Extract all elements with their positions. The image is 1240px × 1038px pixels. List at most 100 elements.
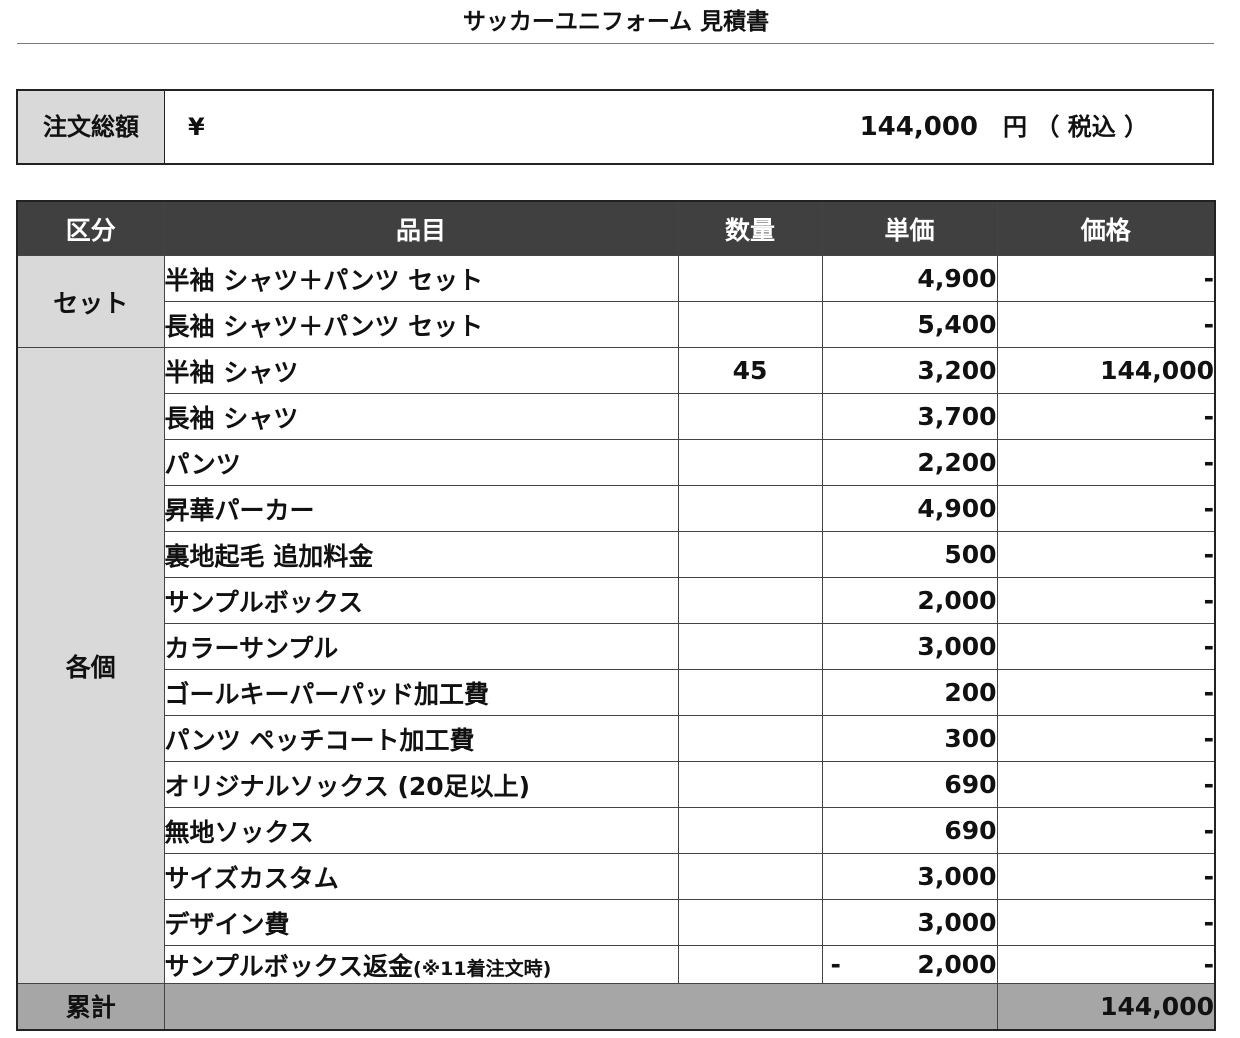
table-row: カラーサンプル 3,000 - <box>17 623 1216 670</box>
unit-price-cell: 3,700 <box>821 393 998 440</box>
qty-cell[interactable] <box>677 853 823 900</box>
summary-total: 144,000 <box>996 983 1216 1030</box>
item-name: パンツ <box>163 439 679 486</box>
category-individual: 各個 <box>16 347 165 984</box>
qty-cell[interactable] <box>677 669 823 716</box>
header-price: 価格 <box>996 200 1216 256</box>
item-name: ゴールキーパーパッド加工費 <box>163 669 679 716</box>
price-cell: - <box>996 439 1216 486</box>
item-name: 長袖 シャツ <box>163 393 679 440</box>
table-row: ゴールキーパーパッド加工費 200 - <box>17 669 1216 716</box>
item-name: サンプルボックス返金(※11着注文時) <box>163 945 679 984</box>
table-row: 各個 半袖 シャツ 45 3,200 144,000 <box>16 347 1216 984</box>
table-row: 昇華パーカー 4,900 - <box>17 485 1216 532</box>
order-total-box: 注文総額 ¥ 144,000 円 （ 税込 ） <box>16 89 1214 165</box>
category-set: セット <box>16 255 165 348</box>
qty-cell[interactable] <box>677 301 823 348</box>
table-row: パンツ 2,200 - <box>17 439 1216 486</box>
table-row: セット 半袖 シャツ＋パンツ セット 4,900 - <box>16 255 1216 348</box>
item-name: カラーサンプル <box>163 623 679 670</box>
price-cell: - <box>996 945 1216 984</box>
qty-cell[interactable] <box>677 577 823 624</box>
unit-price-cell: 3,000 <box>821 853 998 900</box>
price-cell: - <box>996 301 1216 348</box>
unit-price-cell: 3,200 <box>821 347 998 394</box>
price-cell: - <box>996 761 1216 808</box>
qty-cell[interactable] <box>677 899 823 946</box>
item-name: パンツ ペッチコート加工費 <box>163 715 679 762</box>
header-category: 区分 <box>16 200 165 256</box>
unit-price-cell: 5,400 <box>821 301 998 348</box>
price-cell: - <box>996 577 1216 624</box>
price-cell: - <box>996 485 1216 532</box>
header-item: 品目 <box>163 200 679 256</box>
price-cell: - <box>996 807 1216 854</box>
title-divider <box>17 43 1214 44</box>
qty-cell[interactable] <box>677 485 823 532</box>
qty-cell[interactable] <box>677 945 823 984</box>
unit-price-cell: 3,000 <box>821 623 998 670</box>
item-name: 長袖 シャツ＋パンツ セット <box>163 301 679 348</box>
unit-price-cell: - 2,000 <box>821 945 998 984</box>
qty-cell[interactable] <box>677 623 823 670</box>
summary-row: 累計 144,000 <box>16 983 1216 1030</box>
table-row: サンプルボックス返金(※11着注文時) -2,000 - <box>17 945 1216 984</box>
item-name: 半袖 シャツ <box>163 347 679 394</box>
qty-cell[interactable]: 45 <box>677 347 823 394</box>
unit-price-cell: 690 <box>821 807 998 854</box>
table-header-row: 区分 品目 数量 単価 価格 <box>16 200 1216 256</box>
item-name: 半袖 シャツ＋パンツ セット <box>163 255 679 302</box>
item-name: 無地ソックス <box>163 807 679 854</box>
header-unit-price: 単価 <box>821 200 998 256</box>
price-cell: - <box>996 623 1216 670</box>
table-row: サンプルボックス 2,000 - <box>17 577 1216 624</box>
unit-price-cell: 4,900 <box>821 255 998 302</box>
qty-cell[interactable] <box>677 761 823 808</box>
qty-cell[interactable] <box>677 715 823 762</box>
tax-included-note: 円 （ 税込 ） <box>1003 113 1149 141</box>
summary-label: 累計 <box>16 983 165 1030</box>
table-row: オリジナルソックス (20足以上) 690 - <box>17 761 1216 808</box>
price-cell: - <box>996 899 1216 946</box>
item-name-text: サンプルボックス返金 <box>164 951 414 981</box>
table-row: 長袖 シャツ 3,700 - <box>17 393 1216 440</box>
price-cell: - <box>996 853 1216 900</box>
price-cell: - <box>996 669 1216 716</box>
order-total-amount: 144,000 <box>859 112 978 142</box>
order-total-label: 注文総額 <box>18 91 165 163</box>
qty-cell[interactable] <box>677 439 823 486</box>
table-row: 長袖 シャツ＋パンツ セット 5,400 - <box>17 301 1216 348</box>
table-row: 裏地起毛 追加料金 500 - <box>17 531 1216 578</box>
price-cell: - <box>996 255 1216 302</box>
currency-symbol: ¥ <box>188 113 205 141</box>
price-cell: 144,000 <box>996 347 1216 394</box>
qty-cell[interactable] <box>677 807 823 854</box>
price-cell: - <box>996 531 1216 578</box>
document-title: サッカーユニフォーム 見積書 <box>462 9 770 35</box>
item-name: 昇華パーカー <box>163 485 679 532</box>
qty-cell[interactable] <box>677 393 823 440</box>
qty-cell[interactable] <box>677 255 823 302</box>
table-row: サイズカスタム 3,000 - <box>17 853 1216 900</box>
item-name: オリジナルソックス (20足以上) <box>163 761 679 808</box>
item-name: デザイン費 <box>163 899 679 946</box>
unit-price-value: 2,000 <box>917 950 997 979</box>
unit-price-cell: 300 <box>821 715 998 762</box>
quote-table: 区分 品目 数量 単価 価格 セット 半袖 シャツ＋パンツ セット 4,900 … <box>16 200 1216 1031</box>
price-cell: - <box>996 393 1216 440</box>
header-qty: 数量 <box>677 200 823 256</box>
unit-price-cell: 690 <box>821 761 998 808</box>
item-name: 裏地起毛 追加料金 <box>163 531 679 578</box>
qty-cell[interactable] <box>677 531 823 578</box>
unit-price-cell: 200 <box>821 669 998 716</box>
item-name: サンプルボックス <box>163 577 679 624</box>
table-row: パンツ ペッチコート加工費 300 - <box>17 715 1216 762</box>
unit-price-cell: 2,200 <box>821 439 998 486</box>
table-row: 無地ソックス 690 - <box>17 807 1216 854</box>
unit-price-cell: 3,000 <box>821 899 998 946</box>
table-row: デザイン費 3,000 - <box>17 899 1216 946</box>
item-note: (※11着注文時) <box>413 957 552 980</box>
negative-sign: - <box>830 950 841 979</box>
unit-price-cell: 2,000 <box>821 577 998 624</box>
price-cell: - <box>996 715 1216 762</box>
